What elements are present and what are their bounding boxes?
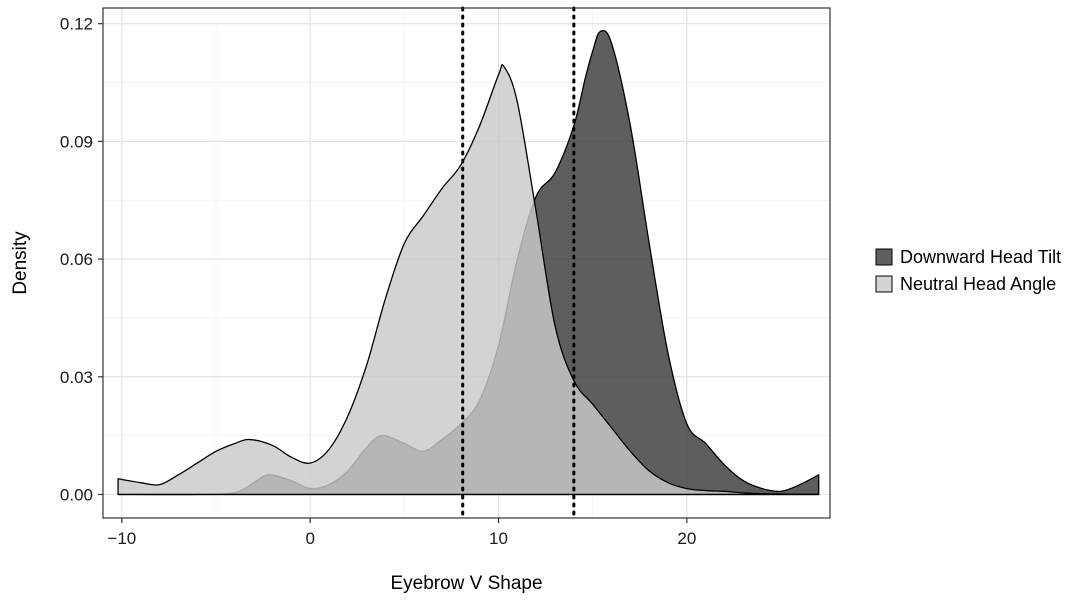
reference-lines — [461, 6, 576, 520]
x-tick-label: 0 — [305, 529, 314, 548]
x-tick-label: −10 — [107, 529, 136, 548]
plot-panel-border — [102, 7, 831, 519]
legend-label: Downward Head Tilt — [900, 247, 1061, 267]
y-tick-label: 0.03 — [60, 368, 93, 387]
x-axis-title: Eyebrow V Shape — [390, 573, 542, 594]
legend-label: Neutral Head Angle — [900, 274, 1056, 294]
x-tick-label: 20 — [677, 529, 696, 548]
density-areas — [117, 29, 820, 496]
x-axis: −10 0 10 20 — [107, 518, 696, 548]
y-tick-label: 0.00 — [60, 485, 93, 504]
x-tick-label: 10 — [489, 529, 508, 548]
density-area-neutral-head-angle — [117, 64, 820, 496]
y-axis-title: Density — [10, 231, 31, 295]
y-tick-label: 0.06 — [60, 250, 93, 269]
y-tick-label: 0.09 — [60, 132, 93, 151]
y-tick-label: 0.12 — [60, 15, 93, 34]
legend: Downward Head Tilt Neutral Head Angle — [875, 247, 1061, 294]
y-axis: 0.00 0.03 0.06 0.09 0.12 — [60, 15, 103, 504]
legend-swatch — [875, 248, 893, 266]
legend-swatch — [875, 275, 893, 293]
